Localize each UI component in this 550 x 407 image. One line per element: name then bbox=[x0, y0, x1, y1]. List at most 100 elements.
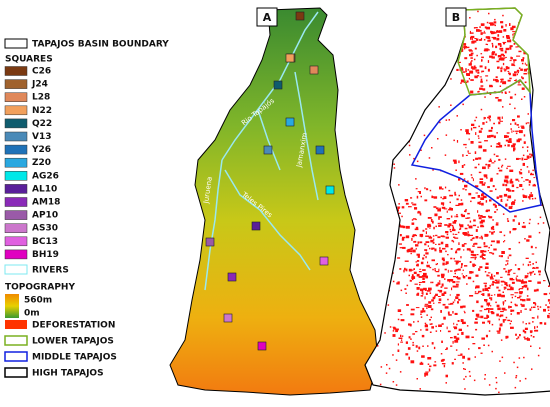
patch bbox=[532, 317, 534, 319]
patch bbox=[432, 50, 434, 52]
patch bbox=[426, 241, 430, 243]
patch bbox=[455, 170, 457, 172]
patch bbox=[524, 141, 526, 144]
patch bbox=[469, 50, 473, 51]
patch bbox=[494, 282, 496, 284]
patch bbox=[479, 88, 483, 90]
patch bbox=[454, 359, 456, 360]
patch bbox=[507, 263, 508, 265]
patch bbox=[465, 369, 467, 370]
patch bbox=[523, 281, 527, 283]
patch bbox=[497, 30, 498, 32]
patch bbox=[505, 264, 507, 266]
patch bbox=[405, 293, 407, 295]
patch bbox=[465, 189, 467, 191]
patch bbox=[400, 342, 403, 343]
patch bbox=[413, 321, 415, 323]
patch bbox=[393, 381, 395, 383]
patch bbox=[471, 197, 475, 199]
patch bbox=[491, 311, 494, 313]
patch bbox=[468, 231, 469, 233]
patch bbox=[425, 228, 427, 229]
sample-square bbox=[296, 12, 304, 20]
patch bbox=[425, 323, 427, 325]
patch bbox=[491, 232, 493, 235]
patch bbox=[412, 344, 414, 346]
patch bbox=[389, 368, 391, 370]
patch bbox=[475, 293, 479, 294]
square-swatch bbox=[5, 237, 27, 246]
patch bbox=[455, 273, 457, 275]
patch bbox=[525, 309, 527, 310]
patch bbox=[485, 26, 487, 28]
patch bbox=[513, 73, 517, 76]
patch bbox=[383, 47, 385, 49]
patch bbox=[393, 281, 395, 283]
patch bbox=[424, 243, 426, 245]
legend-label: N22 bbox=[32, 106, 52, 116]
patch bbox=[495, 46, 497, 48]
patch bbox=[534, 184, 536, 186]
patch bbox=[386, 251, 388, 254]
patch bbox=[494, 294, 495, 295]
patch bbox=[416, 265, 418, 267]
patch bbox=[457, 277, 460, 279]
patch bbox=[510, 123, 512, 125]
patch bbox=[425, 256, 426, 258]
patch bbox=[489, 231, 491, 233]
legend-label: TAPAJOS BASIN BOUNDARY bbox=[32, 40, 169, 50]
patch bbox=[516, 187, 518, 188]
deforestation-map bbox=[365, 8, 550, 396]
patch bbox=[489, 330, 491, 332]
patch bbox=[505, 204, 507, 207]
patch bbox=[515, 122, 517, 124]
patch bbox=[427, 224, 429, 227]
patch bbox=[457, 334, 459, 336]
patch bbox=[472, 251, 474, 253]
patch bbox=[454, 270, 455, 272]
patch bbox=[537, 326, 538, 328]
patch bbox=[383, 219, 385, 221]
patch bbox=[449, 195, 453, 197]
patch bbox=[398, 184, 400, 186]
patch bbox=[535, 247, 537, 249]
patch bbox=[496, 80, 499, 83]
patch bbox=[486, 263, 489, 265]
patch bbox=[430, 226, 432, 228]
patch bbox=[469, 17, 471, 19]
patch bbox=[427, 357, 431, 360]
patch bbox=[463, 249, 464, 250]
patch bbox=[523, 195, 526, 198]
patch bbox=[529, 223, 531, 225]
patch bbox=[496, 132, 498, 134]
patch bbox=[497, 67, 499, 69]
patch bbox=[505, 51, 507, 54]
patch bbox=[454, 220, 457, 222]
patch bbox=[502, 357, 504, 359]
patch bbox=[427, 345, 429, 347]
patch bbox=[430, 240, 433, 243]
patch bbox=[540, 11, 542, 13]
patch bbox=[417, 260, 419, 262]
patch bbox=[400, 234, 402, 236]
patch bbox=[501, 92, 503, 94]
patch bbox=[505, 300, 507, 302]
patch bbox=[418, 211, 420, 213]
patch bbox=[517, 115, 520, 117]
patch bbox=[444, 365, 445, 368]
patch bbox=[539, 63, 541, 65]
patch bbox=[541, 146, 542, 147]
patch bbox=[429, 267, 431, 268]
patch bbox=[382, 303, 384, 305]
patch bbox=[410, 313, 414, 315]
patch bbox=[401, 290, 403, 292]
patch bbox=[454, 192, 456, 194]
patch bbox=[442, 248, 446, 250]
patch bbox=[535, 81, 537, 83]
patch bbox=[463, 43, 466, 46]
patch bbox=[514, 43, 516, 45]
patch bbox=[502, 165, 504, 167]
patch bbox=[529, 197, 530, 200]
patch bbox=[478, 215, 480, 217]
patch bbox=[411, 253, 412, 255]
